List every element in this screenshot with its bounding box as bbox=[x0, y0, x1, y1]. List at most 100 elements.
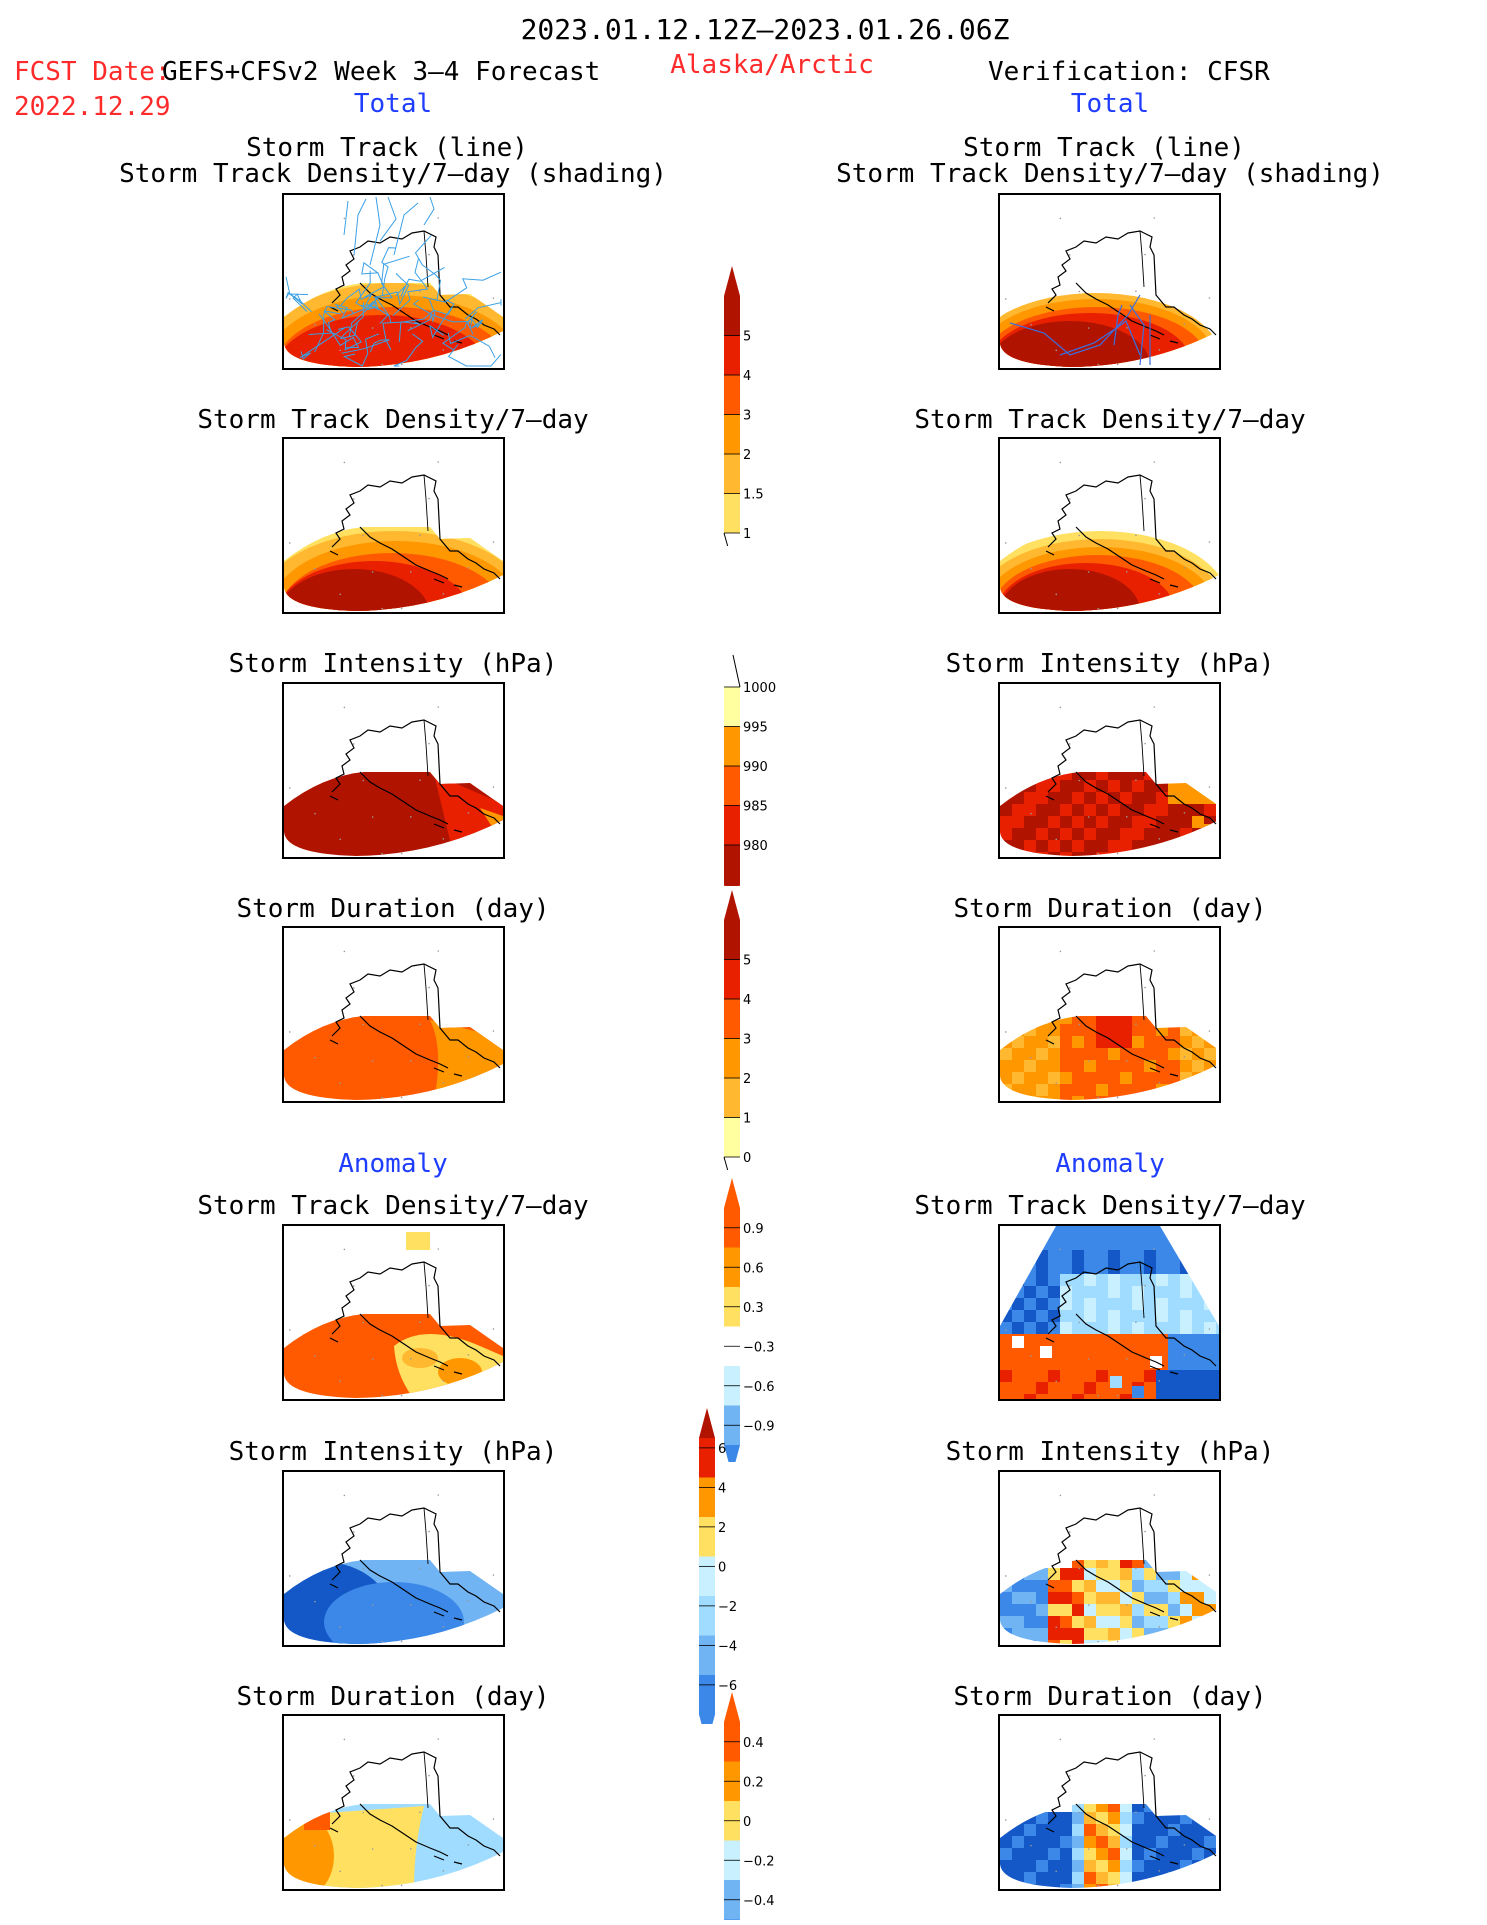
colorbar-tick-label: 5 bbox=[743, 330, 751, 345]
colorbar-segment bbox=[724, 493, 740, 533]
r3-svg bbox=[1000, 706, 1217, 856]
map-right-anom-density bbox=[998, 1224, 1221, 1401]
coastline bbox=[1045, 474, 1217, 588]
colorbar-segment bbox=[724, 1078, 740, 1118]
colorbar-segment bbox=[724, 375, 740, 415]
r1-svg bbox=[1000, 217, 1219, 367]
coastline bbox=[329, 963, 501, 1077]
colorbar-tick-label: 3 bbox=[743, 1033, 751, 1048]
shading bbox=[284, 283, 503, 367]
coastline bbox=[1045, 719, 1217, 833]
title-right-intensity: Storm Intensity (hPa) bbox=[945, 649, 1275, 679]
fcst-model-title: GEFS+CFSv2 Week 3–4 Forecast bbox=[162, 57, 601, 87]
colorbar-segment bbox=[724, 414, 740, 454]
colorbar-tick-label: 980 bbox=[743, 839, 768, 854]
colorbar-tick-label: 1.5 bbox=[743, 488, 764, 503]
colorbar-tick-label: 2 bbox=[718, 1521, 726, 1536]
grid-cells bbox=[1000, 772, 1216, 856]
l7-svg bbox=[284, 1738, 503, 1888]
graticule bbox=[1004, 950, 1211, 1099]
map-left-anom-duration bbox=[282, 1714, 505, 1891]
colorbar-total-intensity: 1000 995 990 985 980 bbox=[724, 654, 776, 886]
colorbar-tick-label: 4 bbox=[718, 1481, 726, 1496]
colorbar-tick-label: 0.6 bbox=[743, 1261, 764, 1276]
colorbar-tick-label: −6 bbox=[718, 1679, 737, 1694]
shading bbox=[284, 1804, 503, 1888]
title-left-track-line: Storm Track (line) bbox=[246, 133, 528, 163]
colorbar-segment bbox=[724, 687, 740, 727]
colorbar-tick-label: 4 bbox=[743, 993, 751, 1008]
anomaly-label-right: Anomaly bbox=[1055, 1149, 1165, 1179]
title-left-anom-intensity: Storm Intensity (hPa) bbox=[228, 1437, 558, 1467]
title-left-anom-density: Storm Track Density/7–day bbox=[197, 1191, 589, 1221]
graticule bbox=[288, 461, 495, 610]
colorbar-tick-label: 1 bbox=[743, 527, 751, 542]
graticule bbox=[1004, 1738, 1211, 1887]
colorbar-extend-bottom bbox=[724, 884, 740, 886]
colorbar-tick-label: 0 bbox=[743, 1815, 751, 1830]
shading bbox=[284, 1560, 503, 1644]
period-title: 2023.01.12.12Z–2023.01.26.06Z bbox=[520, 13, 1010, 46]
colorbar-tick-label: 3 bbox=[743, 409, 751, 424]
colorbar-extend-bottom bbox=[723, 1156, 729, 1170]
colorbar-segment bbox=[724, 920, 740, 960]
graticule bbox=[288, 706, 495, 855]
graticule bbox=[288, 950, 495, 1099]
colorbar-tick-label: 0.9 bbox=[743, 1222, 764, 1237]
title-right-duration: Storm Duration (day) bbox=[953, 894, 1267, 924]
graticule bbox=[1004, 461, 1211, 610]
colorbar-tick-label: 1000 bbox=[743, 681, 776, 696]
coastline bbox=[1045, 963, 1217, 1077]
colorbar-segment bbox=[724, 959, 740, 999]
map-left-track-line bbox=[282, 193, 505, 370]
r5-svg bbox=[1000, 1226, 1219, 1399]
colorbar-tick-label: 5 bbox=[743, 954, 751, 969]
colorbar-tick-label: 4 bbox=[743, 369, 751, 384]
colorbar-extend-top bbox=[699, 1408, 715, 1438]
map-right-density bbox=[998, 437, 1221, 614]
colorbar-tick-label: 990 bbox=[743, 760, 768, 775]
shading bbox=[1000, 293, 1219, 367]
shading bbox=[284, 1016, 503, 1100]
colorbar-anom-intensity: 6 4 2 0 −2 −4 −6 bbox=[699, 1408, 737, 1724]
colorbar-segment bbox=[724, 726, 740, 766]
colorbar-tick-label: 1 bbox=[743, 1112, 751, 1127]
title-right-anom-duration: Storm Duration (day) bbox=[953, 1682, 1267, 1712]
graticule bbox=[1004, 217, 1211, 366]
graticule bbox=[1004, 1494, 1211, 1643]
colorbar-tick-label: −0.4 bbox=[743, 1894, 775, 1909]
coastline bbox=[1045, 230, 1217, 344]
map-left-density bbox=[282, 437, 505, 614]
colorbar-segment bbox=[724, 766, 740, 806]
colorbar-segment bbox=[699, 1556, 715, 1596]
colorbar-segment bbox=[699, 1635, 715, 1675]
fcst-date-label: FCST Date: bbox=[14, 57, 171, 87]
title-left-density: Storm Track Density/7–day bbox=[197, 405, 589, 435]
map-left-intensity bbox=[282, 682, 505, 859]
l1-svg bbox=[284, 196, 503, 367]
colorbar-extend-bottom bbox=[699, 1714, 715, 1724]
colorbar-tick-label: −0.3 bbox=[743, 1340, 775, 1355]
title-left-track-shading: Storm Track Density/7–day (shading) bbox=[119, 159, 667, 189]
map-right-duration bbox=[998, 926, 1221, 1103]
colorbar-tick-label: 2 bbox=[743, 448, 751, 463]
r7-svg bbox=[1000, 1738, 1217, 1888]
coastline bbox=[329, 474, 501, 588]
colorbar-segment bbox=[699, 1596, 715, 1636]
l4-svg bbox=[284, 950, 503, 1100]
colorbar-extend-top bbox=[724, 1178, 740, 1208]
shading bbox=[1000, 531, 1219, 611]
colorbar-total-density: 5 4 3 2 1.5 1 bbox=[723, 266, 764, 546]
graticule bbox=[288, 1248, 495, 1397]
grid-cells bbox=[1000, 1016, 1216, 1100]
colorbar-tick-label: 0 bbox=[743, 1151, 751, 1166]
coastline bbox=[329, 1751, 501, 1865]
shading bbox=[284, 527, 503, 611]
title-right-anom-intensity: Storm Intensity (hPa) bbox=[945, 1437, 1275, 1467]
colorbar-tick-label: 0.2 bbox=[743, 1775, 764, 1790]
coastline bbox=[329, 1261, 501, 1375]
r6-svg bbox=[1000, 1494, 1217, 1644]
l6-svg bbox=[284, 1494, 503, 1644]
map-left-anom-intensity bbox=[282, 1470, 505, 1647]
colorbar-tick-label: 6 bbox=[718, 1442, 726, 1457]
